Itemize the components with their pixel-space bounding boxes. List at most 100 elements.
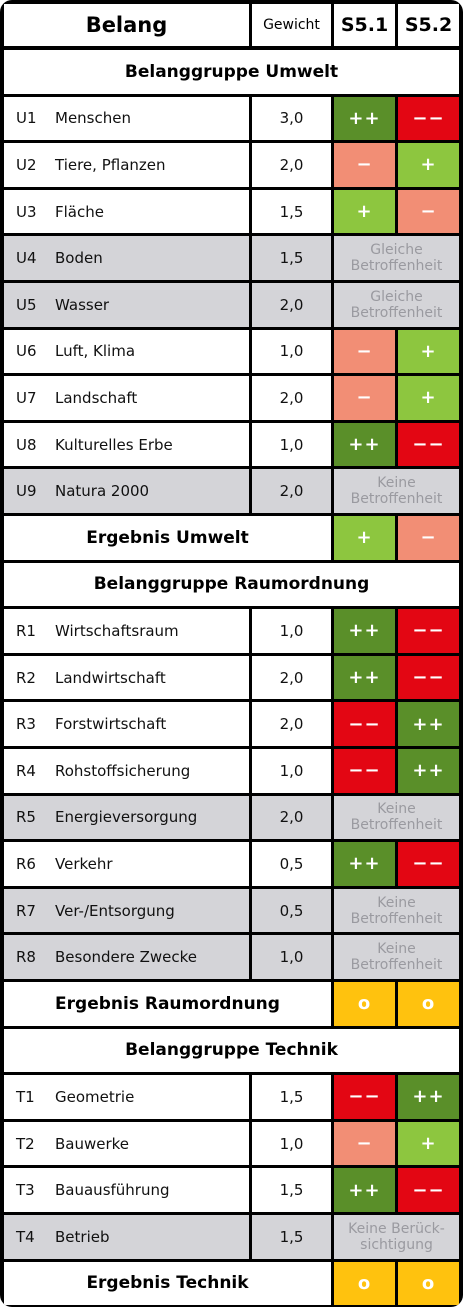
table-row-inactive: U9 Natura 2000 2,0 Keine Betroffenheit (0, 469, 463, 513)
table-row: R4 Rohstoffsicherung 1,0 −− ++ (0, 749, 463, 793)
criterion-name: Wirtschaftsraum (49, 609, 249, 653)
criterion-weight: 0,5 (252, 888, 331, 933)
rating-s52: −− (398, 96, 459, 141)
criterion-id: T4 (4, 1215, 49, 1259)
criterion-weight: 1,5 (252, 189, 331, 234)
rating-s52: + (398, 376, 459, 420)
rating-s51: ++ (334, 422, 395, 467)
rating-s52: + (398, 1121, 459, 1166)
criterion-weight: 1,5 (252, 1075, 331, 1119)
rating-s51: ++ (334, 96, 395, 141)
status-note: Keine Berück-sichtigung (334, 1215, 459, 1259)
criterion-weight: 2,0 (252, 702, 331, 746)
rating-s52: + (398, 143, 459, 187)
rating-s52: −− (398, 609, 459, 653)
rating-s51: − (334, 1121, 395, 1166)
criterion-name: Rohstoffsicherung (49, 749, 249, 793)
rating-s51: o (334, 982, 395, 1026)
criterion-name: Kulturelles Erbe (49, 422, 249, 467)
group-title: Belanggruppe Raumordnung (4, 562, 459, 607)
table-row-inactive: U5 Wasser 2,0 Gleiche Betroffenheit (0, 283, 463, 327)
criterion-name: Fläche (49, 189, 249, 234)
header-s51: S5.1 (334, 4, 395, 46)
criterion-id: T3 (4, 1168, 49, 1212)
criterion-weight: 0,5 (252, 842, 331, 886)
rating-s52: ++ (398, 1075, 459, 1119)
result-label: Ergebnis Raumordnung (4, 982, 331, 1026)
criterion-id: U8 (4, 422, 49, 467)
criterion-weight: 1,0 (252, 935, 331, 979)
rating-s51: + (334, 189, 395, 234)
criterion-name: Boden (49, 236, 249, 280)
criterion-name: Natura 2000 (49, 469, 249, 513)
criterion-weight: 2,0 (252, 283, 331, 327)
table-row: U2 Tiere, Pflanzen 2,0− + (0, 143, 463, 187)
criterion-id: T1 (4, 1075, 49, 1119)
rating-s52: o (398, 982, 459, 1026)
criterion-weight: 1,5 (252, 236, 331, 280)
criterion-id: R6 (4, 842, 49, 886)
table-row: U1 Menschen 3,0 ++ −− (0, 96, 463, 141)
criterion-id: U9 (4, 469, 49, 513)
criterion-name: Ver-/Entsorgung (49, 888, 249, 933)
criterion-id: R7 (4, 888, 49, 933)
criterion-name: Luft, Klima (49, 329, 249, 374)
rating-s51: − (334, 329, 395, 374)
criterion-weight: 3,0 (252, 96, 331, 141)
criterion-name: Menschen (49, 96, 249, 141)
criterion-id: U7 (4, 376, 49, 420)
rating-s51: ++ (334, 1168, 395, 1212)
criterion-name: Besondere Zwecke (49, 935, 249, 979)
status-note: Keine Betroffenheit (334, 888, 459, 933)
criterion-weight: 2,0 (252, 376, 331, 420)
result-label: Ergebnis Umwelt (4, 516, 331, 560)
table-row: R3 Forstwirtschaft 2,0 −− ++ (0, 702, 463, 746)
criterion-name: Bauausführung (49, 1168, 249, 1212)
table-row: U7 Landschaft 2,0− + (0, 376, 463, 420)
rating-s52: o (398, 1261, 459, 1306)
criterion-name: Geometrie (49, 1075, 249, 1119)
criterion-name: Forstwirtschaft (49, 702, 249, 746)
result-row: Ergebnis Raumordnung o o (0, 982, 463, 1026)
rating-s51: − (334, 143, 395, 187)
rating-s52: −− (398, 842, 459, 886)
status-note: Keine Betroffenheit (334, 795, 459, 840)
group-header-row: Belanggruppe Umwelt (0, 50, 463, 94)
criterion-id: R8 (4, 935, 49, 979)
status-note: Keine Betroffenheit (334, 935, 459, 979)
table-header: Belang Gewicht S5.1 S5.2 (0, 4, 463, 46)
criterion-id: R2 (4, 655, 49, 700)
criterion-id: U6 (4, 329, 49, 374)
criterion-weight: 2,0 (252, 143, 331, 187)
rating-s52: + (398, 329, 459, 374)
criterion-weight: 1,5 (252, 1168, 331, 1212)
group-header-row: Belanggruppe Raumordnung (0, 562, 463, 607)
table-row: T3 Bauausführung 1,5 ++ −− (0, 1168, 463, 1212)
rating-s52: ++ (398, 702, 459, 746)
criterion-id: R1 (4, 609, 49, 653)
rating-s52: −− (398, 1168, 459, 1212)
status-note: Gleiche Betroffenheit (334, 283, 459, 327)
table-row: U3 Fläche 1,5 + − (0, 189, 463, 234)
rating-s51: o (334, 1261, 395, 1306)
criterion-id: R3 (4, 702, 49, 746)
criterion-weight: 1,0 (252, 329, 331, 374)
criterion-weight: 2,0 (252, 655, 331, 700)
table-row: R6 Verkehr 0,5 ++ −− (0, 842, 463, 886)
rating-s51: + (334, 516, 395, 560)
criterion-name: Landwirtschaft (49, 655, 249, 700)
criterion-name: Energieversorgung (49, 795, 249, 840)
criterion-name: Landschaft (49, 376, 249, 420)
group-header-row: Belanggruppe Technik (0, 1028, 463, 1073)
rating-s51: − (334, 376, 395, 420)
rating-s51: −− (334, 702, 395, 746)
rating-s51: −− (334, 1075, 395, 1119)
criterion-name: Wasser (49, 283, 249, 327)
rating-s51: ++ (334, 609, 395, 653)
table-row: U8 Kulturelles Erbe 1,0 ++ −− (0, 422, 463, 467)
rating-s51: ++ (334, 842, 395, 886)
criterion-name: Betrieb (49, 1215, 249, 1259)
criterion-id: U1 (4, 96, 49, 141)
criterion-weight: 1,0 (252, 609, 331, 653)
